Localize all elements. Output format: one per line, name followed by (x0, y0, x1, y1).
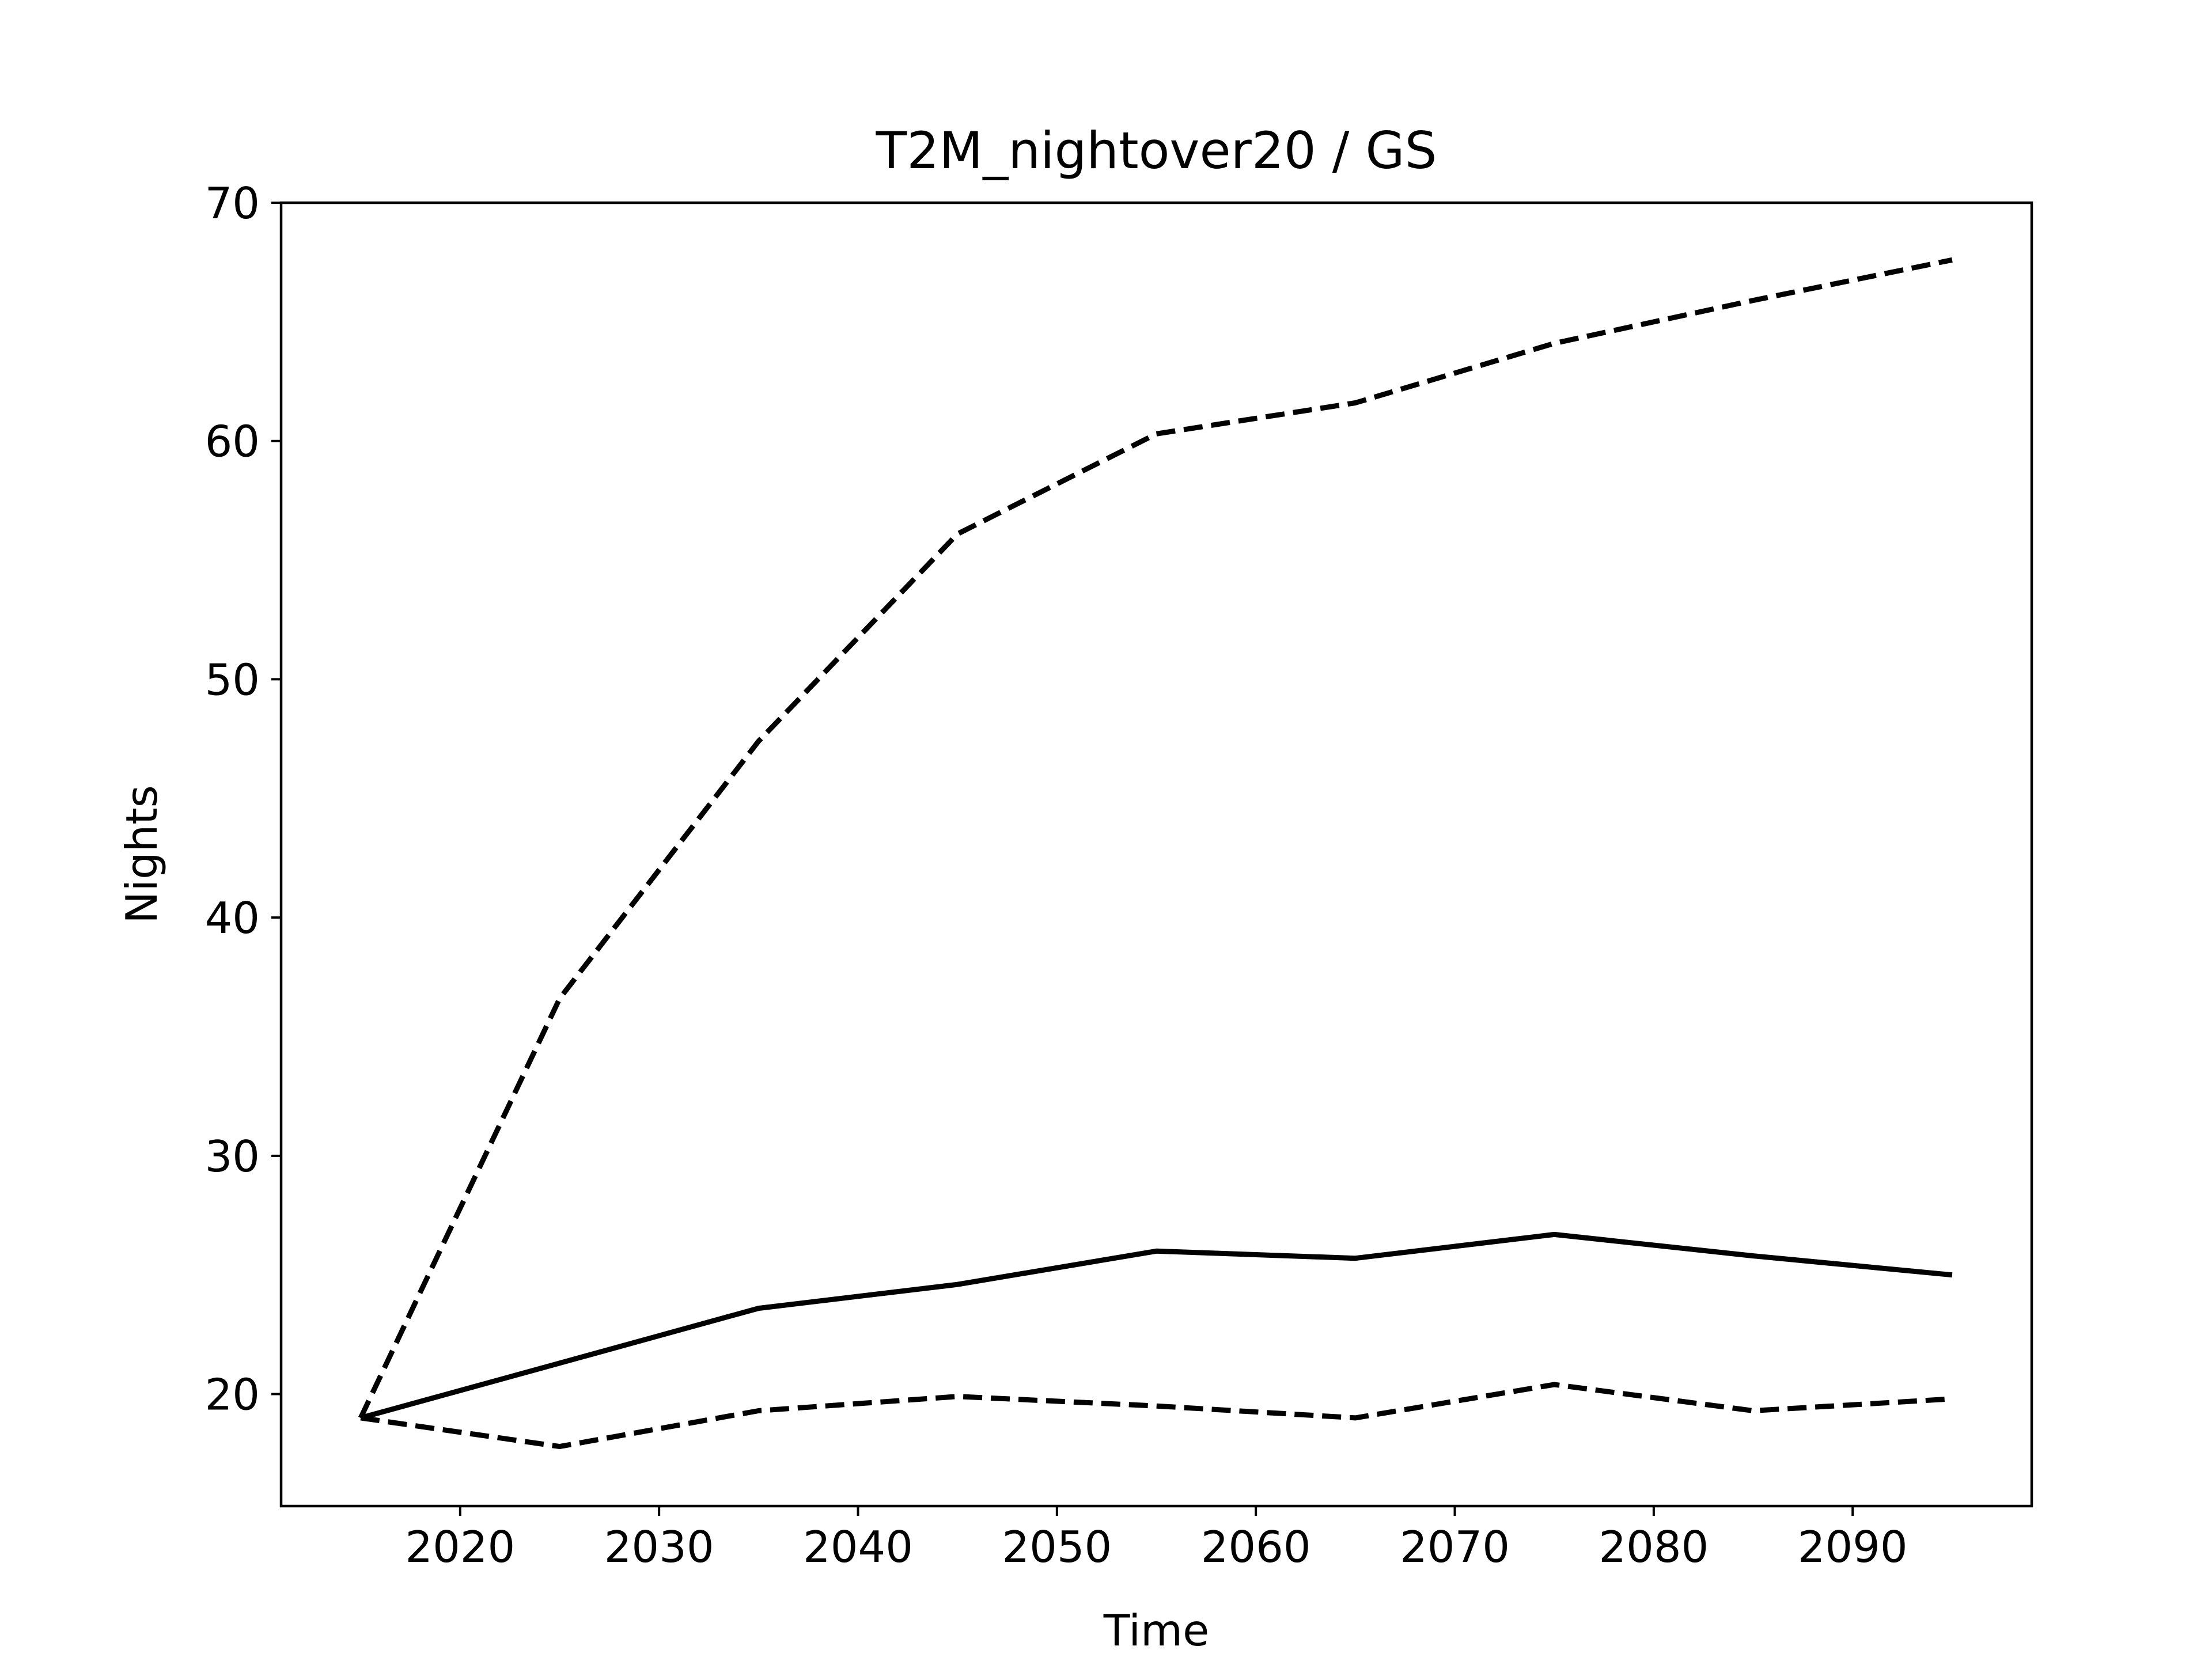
series-group (358, 257, 1953, 1450)
y-tick-label: 70 (205, 178, 260, 229)
x-tick-label: 2050 (1002, 1522, 1112, 1572)
y-tick-label: 60 (205, 416, 260, 467)
x-tick-label: 2040 (803, 1522, 913, 1572)
axis-ticks: 2020 2030 2040 2050 2060 2070 2080 209020304050… (205, 178, 1908, 1572)
x-tick-label: 2020 (405, 1522, 515, 1572)
x-tick-label: 2090 (1798, 1522, 1908, 1572)
plot-frame (279, 201, 2033, 1508)
y-tick-label: 50 (205, 654, 260, 705)
x-tick-label: 2080 (1599, 1522, 1709, 1572)
x-tick-label: 2060 (1201, 1522, 1311, 1572)
y-axis-label: Nights (116, 785, 167, 924)
series-line-3 (360, 1382, 1953, 1450)
x-tick-label: 2070 (1400, 1522, 1510, 1572)
x-tick-label: 2030 (604, 1522, 714, 1572)
series-line-1 (359, 1231, 1953, 1421)
y-tick-label: 20 (205, 1370, 260, 1420)
x-axis-label: Time (1103, 1605, 1210, 1656)
chart-title: T2M_nightover20 / GS (876, 121, 1437, 180)
y-tick-label: 40 (205, 893, 260, 943)
y-tick-label: 30 (205, 1131, 260, 1182)
